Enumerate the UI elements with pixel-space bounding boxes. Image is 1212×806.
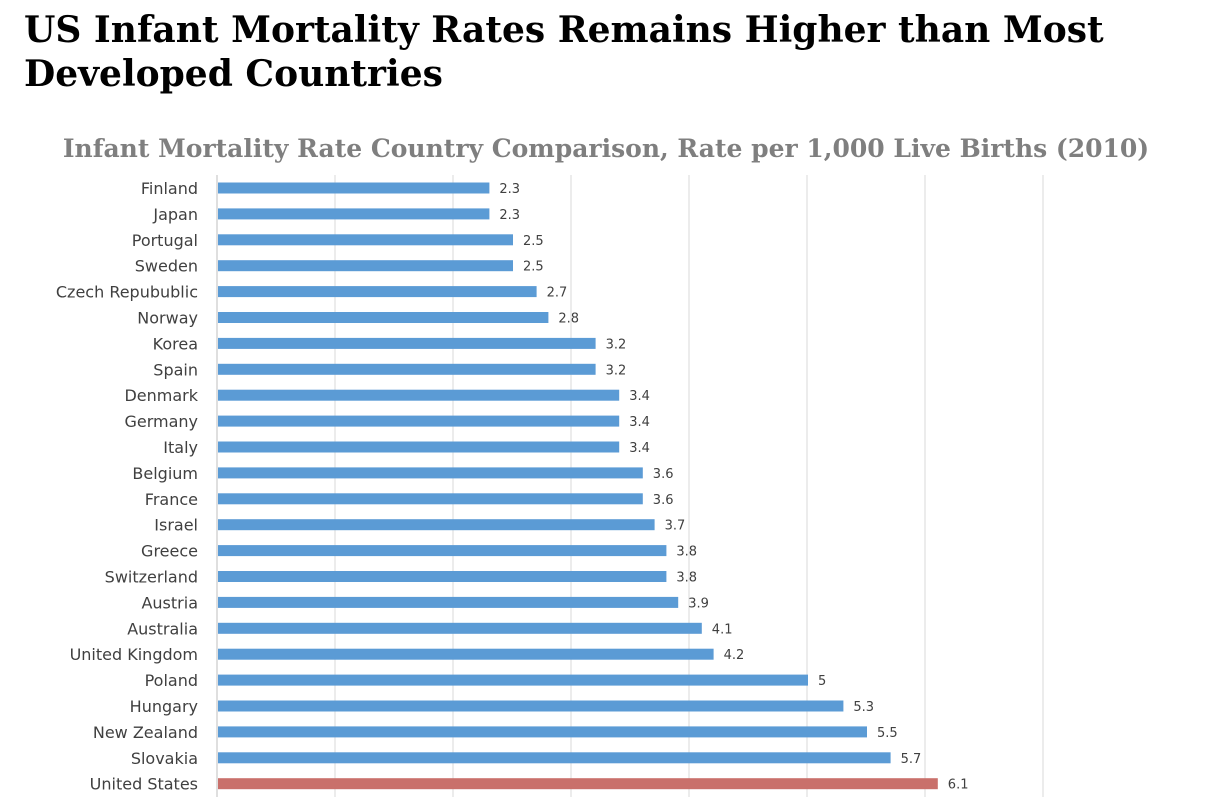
data-label: 5.7 [901,752,922,767]
data-label: 3.8 [676,545,697,560]
bar [218,182,490,194]
category-label: Poland [145,671,198,690]
category-label: Czech Repubublic [56,283,198,302]
data-label: 3.4 [629,441,650,456]
bar [218,286,537,298]
data-label: 4.1 [712,622,733,637]
data-label: 6.1 [948,778,969,793]
bar [218,389,620,401]
data-label: 5 [818,674,826,689]
category-label: Belgium [132,464,198,483]
bar [218,571,667,582]
bar [218,726,867,738]
category-label: Portugal [132,231,198,250]
bar [218,441,620,453]
category-label: Hungary [130,697,198,716]
data-label: 3.9 [688,596,709,611]
category-label: New Zealand [93,723,198,742]
data-label: 4.2 [724,648,745,663]
chart-title: Infant Mortality Rate Country Comparison… [62,134,1150,163]
category-label: Japan [152,205,198,224]
category-label: Spain [153,360,198,379]
data-label: 3.6 [653,493,674,508]
bar [218,337,596,349]
category-label: Australia [127,619,198,638]
bar [218,752,891,764]
category-label: Korea [153,334,198,353]
data-label: 3.4 [629,389,650,404]
category-label: Germany [124,412,198,431]
category-label: Denmark [124,386,198,405]
category-label: Austria [141,593,198,612]
data-label: 2.5 [523,234,544,249]
bar [218,596,679,608]
bar [218,312,549,323]
bar [218,467,643,479]
bar [218,234,513,246]
bar [218,648,714,660]
bar [218,493,643,505]
category-label: United States [90,775,198,794]
data-label: 2.7 [547,286,568,301]
category-label: Switzerland [105,568,198,587]
bar [218,778,938,790]
category-label: Norway [137,309,198,328]
category-label: Israel [154,516,198,535]
bar [218,519,655,531]
category-label: France [145,490,198,509]
category-label: Finland [141,179,198,198]
data-label: 3.2 [606,337,627,352]
data-label: 2.3 [499,182,520,197]
category-label: Slovakia [131,749,198,768]
category-label: Greece [141,542,198,561]
data-label: 3.2 [606,363,627,378]
bar [218,208,490,220]
data-label: 5.5 [877,726,898,741]
bar [218,622,702,634]
bar [218,545,667,557]
bar [218,260,513,272]
data-label: 3.4 [629,415,650,430]
category-label: United Kingdom [70,645,198,664]
data-label: 3.8 [676,571,697,586]
data-label: 2.3 [499,208,520,223]
data-label: 2.5 [523,260,544,275]
data-label: 5.3 [853,700,874,715]
bar [218,700,844,712]
data-label: 3.6 [653,467,674,482]
data-label: 2.8 [558,312,579,327]
category-label: Italy [163,438,198,457]
bar [218,674,808,686]
data-label: 3.7 [665,519,686,534]
category-label: Sweden [135,257,198,276]
bar [218,415,620,427]
page-headline: US Infant Mortality Rates Remains Higher… [24,9,1104,95]
bar [218,363,596,375]
